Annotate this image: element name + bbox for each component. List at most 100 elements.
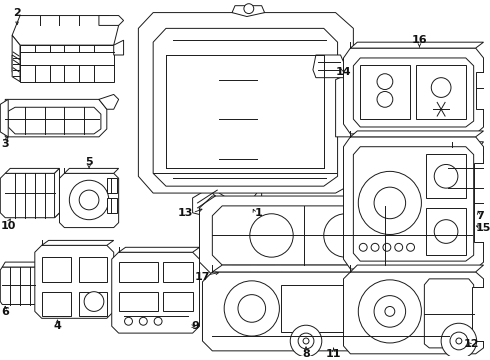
Polygon shape <box>59 173 119 228</box>
Polygon shape <box>2 262 38 267</box>
Text: 7: 7 <box>477 211 485 221</box>
Polygon shape <box>0 173 59 218</box>
Polygon shape <box>343 272 484 354</box>
Polygon shape <box>476 72 486 109</box>
Polygon shape <box>42 292 72 316</box>
Text: 10: 10 <box>0 221 16 231</box>
Polygon shape <box>474 163 486 242</box>
Circle shape <box>79 190 99 210</box>
Polygon shape <box>281 285 385 332</box>
Polygon shape <box>314 287 332 302</box>
Polygon shape <box>54 168 59 218</box>
Circle shape <box>250 214 293 257</box>
Polygon shape <box>35 245 114 318</box>
Text: 17: 17 <box>195 272 210 282</box>
Circle shape <box>374 296 406 327</box>
Circle shape <box>359 243 367 251</box>
Circle shape <box>139 317 147 325</box>
Polygon shape <box>153 28 338 186</box>
Text: 15: 15 <box>476 222 490 233</box>
Polygon shape <box>359 312 377 328</box>
Polygon shape <box>480 167 486 172</box>
Circle shape <box>224 281 279 336</box>
Polygon shape <box>119 262 158 282</box>
Polygon shape <box>112 252 199 333</box>
Polygon shape <box>314 312 332 328</box>
Polygon shape <box>119 247 199 252</box>
Polygon shape <box>79 257 107 282</box>
Polygon shape <box>0 99 8 137</box>
Polygon shape <box>12 35 20 82</box>
Polygon shape <box>79 292 107 316</box>
Circle shape <box>290 325 322 357</box>
Polygon shape <box>426 208 466 255</box>
Polygon shape <box>99 15 123 26</box>
Circle shape <box>407 243 415 251</box>
Polygon shape <box>212 265 459 272</box>
Polygon shape <box>202 272 459 351</box>
Circle shape <box>383 243 391 251</box>
Circle shape <box>406 294 433 322</box>
Circle shape <box>434 165 458 188</box>
Circle shape <box>303 338 309 344</box>
Polygon shape <box>212 30 262 208</box>
Polygon shape <box>219 42 257 200</box>
Circle shape <box>450 332 468 350</box>
Text: 6: 6 <box>1 307 9 318</box>
Polygon shape <box>5 168 59 173</box>
Text: 14: 14 <box>336 67 351 77</box>
Polygon shape <box>114 40 123 55</box>
Polygon shape <box>107 198 117 213</box>
Polygon shape <box>199 196 472 275</box>
Circle shape <box>244 4 254 14</box>
Polygon shape <box>8 107 101 134</box>
Polygon shape <box>343 137 484 269</box>
Polygon shape <box>5 99 107 137</box>
Polygon shape <box>336 72 363 137</box>
Circle shape <box>377 74 393 90</box>
Polygon shape <box>426 154 466 198</box>
Circle shape <box>358 171 421 234</box>
Circle shape <box>298 333 314 349</box>
Polygon shape <box>212 206 459 265</box>
Circle shape <box>392 281 447 336</box>
Polygon shape <box>452 142 484 147</box>
Text: 11: 11 <box>326 349 342 359</box>
Polygon shape <box>424 279 474 348</box>
Circle shape <box>434 220 458 243</box>
Text: 2: 2 <box>13 8 21 18</box>
Polygon shape <box>313 55 343 78</box>
Polygon shape <box>448 147 484 211</box>
Circle shape <box>441 323 477 359</box>
Polygon shape <box>337 287 354 302</box>
Text: 12: 12 <box>464 339 479 349</box>
Text: 3: 3 <box>1 139 9 149</box>
Polygon shape <box>291 312 309 328</box>
Polygon shape <box>480 161 486 166</box>
Circle shape <box>70 180 109 220</box>
Polygon shape <box>232 22 259 35</box>
Polygon shape <box>193 183 227 218</box>
Circle shape <box>238 294 266 322</box>
Text: 5: 5 <box>85 157 93 167</box>
Circle shape <box>403 214 446 257</box>
Polygon shape <box>107 178 117 193</box>
Polygon shape <box>12 55 20 82</box>
Polygon shape <box>232 265 250 275</box>
Polygon shape <box>472 287 484 341</box>
Polygon shape <box>42 257 72 282</box>
Polygon shape <box>64 168 119 173</box>
Polygon shape <box>359 287 377 302</box>
Polygon shape <box>281 265 299 275</box>
Circle shape <box>124 317 132 325</box>
Polygon shape <box>337 312 354 328</box>
Polygon shape <box>416 65 466 119</box>
Circle shape <box>456 338 462 344</box>
Text: 4: 4 <box>53 321 61 331</box>
Polygon shape <box>0 267 38 305</box>
Circle shape <box>154 317 162 325</box>
Text: 13: 13 <box>178 208 194 218</box>
Polygon shape <box>360 65 410 119</box>
Text: 1: 1 <box>255 208 263 218</box>
Polygon shape <box>353 147 474 261</box>
